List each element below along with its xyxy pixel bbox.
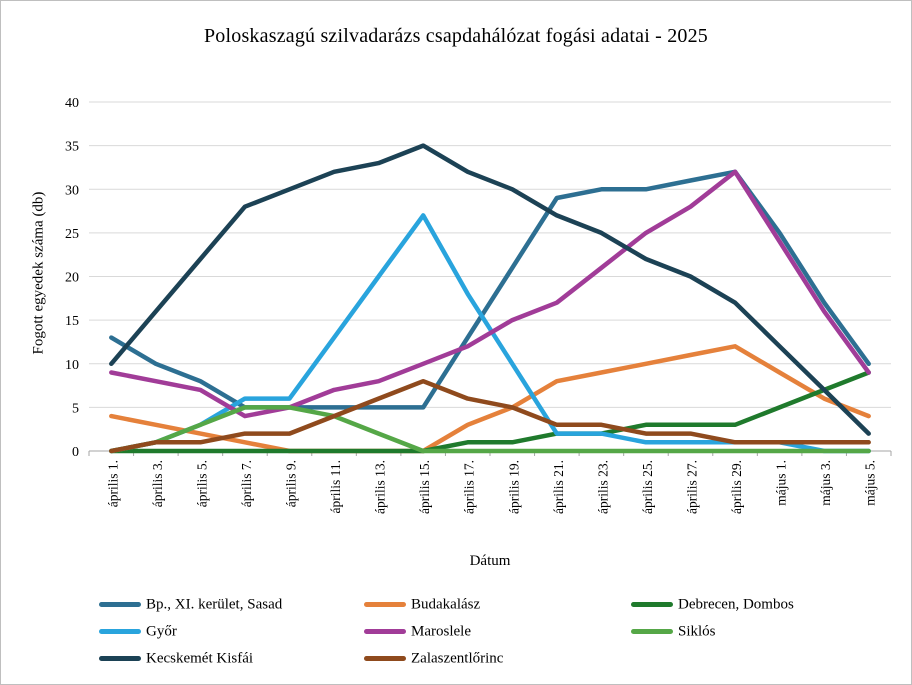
x-tick-label: április 5.	[194, 460, 209, 507]
y-tick-label: 20	[65, 271, 79, 286]
series-line-Maroslele	[109, 169, 871, 419]
y-tick-label: 10	[65, 358, 79, 373]
y-tick-label: 40	[65, 96, 79, 111]
x-tick-label: április 11.	[328, 460, 343, 514]
x-tick-label: április 21.	[551, 460, 566, 514]
x-tick-label: április 19.	[506, 460, 521, 514]
x-tick-label: április 9.	[284, 460, 299, 507]
x-tick-label: április 15.	[417, 460, 432, 514]
y-tick-label: 15	[65, 314, 79, 329]
x-tick-label: május 3.	[818, 460, 833, 506]
x-tick-label: április 25.	[640, 460, 655, 514]
chart-title: Poloskaszagú szilvadarázs csapdahálózat …	[203, 25, 709, 47]
y-tick-label: 5	[72, 401, 79, 416]
series-line-Budakalász	[109, 344, 871, 454]
x-axis-title: Dátum	[469, 553, 511, 569]
y-tick-label: 0	[72, 445, 79, 460]
series-line-Debrecen, Dombos	[109, 370, 871, 454]
x-tick-label: április 3.	[150, 460, 165, 507]
x-tick-label: április 7.	[239, 460, 254, 507]
x-tick-label: április 17.	[462, 460, 477, 514]
x-tick-label: április 13.	[373, 460, 388, 514]
y-tick-label: 25	[65, 227, 79, 242]
y-tick-label: 35	[65, 140, 79, 155]
x-tick-label: április 1.	[105, 460, 120, 507]
series-line-Siklós	[109, 405, 871, 454]
y-tick-label: 30	[65, 183, 79, 198]
x-tick-label: április 29.	[729, 460, 744, 514]
series-line-Zalaszentlőrinc	[109, 378, 871, 454]
x-tick-label: április 27.	[685, 460, 700, 514]
series-line-Kecskemét Kisfái	[109, 143, 871, 436]
x-tick-label: április 23.	[595, 460, 610, 514]
x-tick-label: május 5.	[863, 460, 878, 506]
x-tick-label: május 1.	[774, 460, 789, 506]
